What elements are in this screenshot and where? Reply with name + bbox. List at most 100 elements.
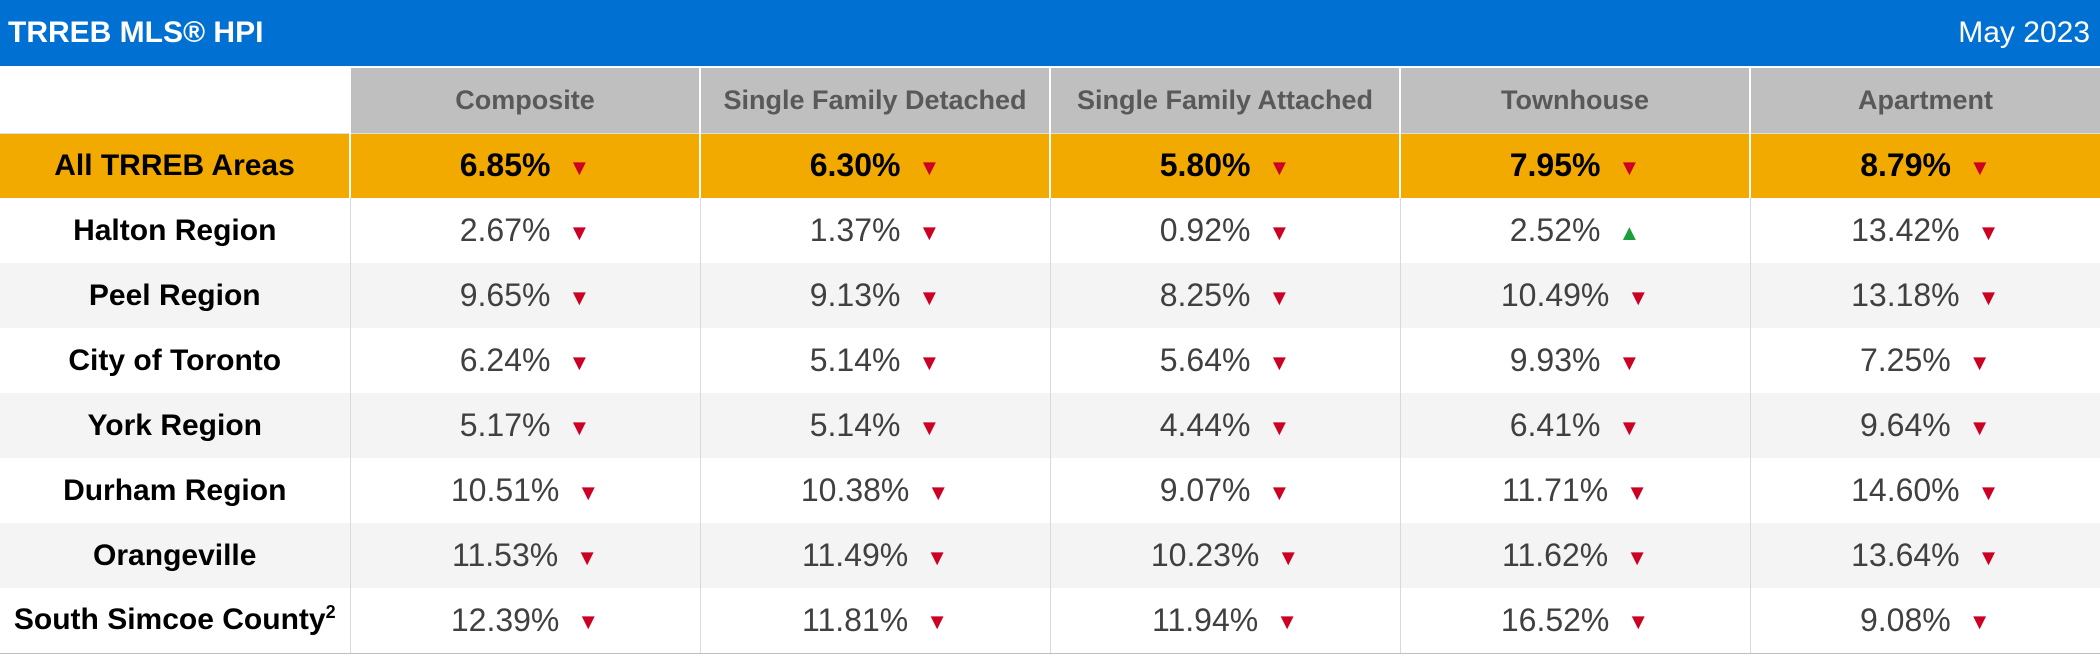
table-cell: 14.60% ▼ (1749, 458, 2100, 523)
cell-value: 6.41% (1509, 407, 1601, 443)
trend-down-icon: ▼ (577, 609, 600, 635)
trend-down-icon: ▼ (1268, 284, 1291, 310)
trend-down-icon: ▼ (1968, 349, 1991, 375)
cell-value: 9.13% (809, 277, 901, 313)
column-header-single-family-attached: Single Family Attached (1049, 68, 1400, 133)
summary-row: All TRREB Areas 6.85% ▼ 6.30% ▼ 5.80% ▼ 7.9… (0, 132, 2100, 198)
table-cell: 7.25% ▼ (1749, 328, 2100, 393)
table-cell: 5.64% ▼ (1049, 328, 1400, 393)
table-cell: 11.49% ▼ (699, 523, 1050, 588)
column-header-single-family-detached: Single Family Detached (699, 68, 1050, 133)
cell-value: 5.14% (809, 407, 901, 443)
trend-down-icon: ▼ (568, 154, 591, 180)
table-cell: 10.23% ▼ (1049, 523, 1400, 588)
trend-down-icon: ▼ (1268, 154, 1291, 180)
cell-value: 10.51% (450, 472, 560, 508)
cell-value: 13.42% (1851, 212, 1960, 248)
cell-value: 5.17% (459, 407, 551, 443)
cell-value: 13.64% (1851, 537, 1960, 573)
row-label-text: Halton Region (73, 213, 277, 247)
table-row: City of Toronto 6.24% ▼ 5.14% ▼ 5.64% ▼ 9.93% ▼ 7… (0, 328, 2100, 393)
footnote-marker: 2 (325, 602, 336, 623)
cell-value: 4.44% (1159, 407, 1251, 443)
table-cell: 9.08% ▼ (1749, 588, 2100, 654)
report-date: May 2023 (1958, 16, 2090, 49)
trend-down-icon: ▼ (1968, 609, 1991, 635)
trend-down-icon: ▼ (568, 349, 591, 375)
table-cell: 6.85% ▼ (349, 132, 700, 198)
cell-value: 10.23% (1150, 537, 1260, 573)
corner-cell (0, 68, 350, 133)
table-cell: 6.41% ▼ (1399, 393, 1750, 458)
table-cell: 6.30% ▼ (699, 132, 1050, 198)
cell-value: 11.53% (452, 537, 559, 573)
cell-value: 9.65% (459, 277, 551, 313)
cell-value: 0.92% (1159, 212, 1251, 248)
trend-down-icon: ▼ (576, 544, 598, 570)
trend-down-icon: ▼ (1276, 609, 1298, 635)
table-cell: 0.92% ▼ (1049, 198, 1400, 263)
cell-value: 9.64% (1859, 407, 1951, 443)
table-cell: 11.71% ▼ (1399, 458, 1750, 523)
trend-down-icon: ▼ (1977, 284, 2000, 310)
cell-value: 6.85% (459, 147, 551, 184)
table-cell: 11.94% ▼ (1049, 588, 1400, 654)
table-cell: 2.52% ▲ (1399, 198, 1750, 263)
table-cell: 5.14% ▼ (699, 393, 1050, 458)
table-cell: 1.37% ▼ (699, 198, 1050, 263)
table-cell: 5.17% ▼ (349, 393, 700, 458)
cell-value: 6.24% (459, 342, 551, 378)
cell-value: 5.64% (1159, 342, 1251, 378)
cell-value: 11.71% (1502, 472, 1609, 508)
trend-down-icon: ▼ (927, 479, 950, 505)
row-label: All TRREB Areas (0, 132, 350, 198)
trend-down-icon: ▼ (1968, 154, 1991, 180)
table-cell: 7.95% ▼ (1399, 132, 1750, 198)
trend-down-icon: ▼ (1277, 544, 1300, 570)
cell-value: 8.79% (1860, 147, 1951, 184)
row-label: Orangeville (0, 523, 350, 588)
cell-value: 11.81% (802, 601, 909, 638)
trend-down-icon: ▼ (1618, 349, 1641, 375)
table-row: South Simcoe County2 12.39% ▼ 11.81% ▼ 11.94%… (0, 588, 2100, 654)
trend-down-icon: ▼ (1618, 154, 1641, 180)
table-row: Halton Region 2.67% ▼ 1.37% ▼ 0.92% ▼ 2.52% ▲ 13.… (0, 198, 2100, 263)
table-cell: 13.42% ▼ (1749, 198, 2100, 263)
trend-down-icon: ▼ (1268, 219, 1291, 245)
column-header-apartment: Apartment (1749, 68, 2100, 133)
trend-down-icon: ▼ (1618, 414, 1641, 440)
cell-value: 2.52% (1509, 212, 1601, 248)
trend-down-icon: ▼ (1968, 414, 1991, 440)
page-title: TRREB MLS® HPI (8, 16, 264, 49)
column-header-composite: Composite (349, 68, 700, 133)
column-header-townhouse: Townhouse (1399, 68, 1750, 133)
cell-value: 14.60% (1851, 472, 1960, 508)
trend-down-icon: ▼ (1977, 544, 2000, 570)
trend-down-icon: ▼ (1977, 479, 2000, 505)
trend-down-icon: ▼ (577, 479, 600, 505)
trend-down-icon: ▼ (1627, 609, 1650, 635)
trend-down-icon: ▼ (918, 284, 941, 310)
table-cell: 12.39% ▼ (349, 588, 700, 654)
table-cell: 11.81% ▼ (699, 588, 1050, 654)
trend-down-icon: ▼ (918, 414, 941, 440)
trend-down-icon: ▼ (1627, 284, 1650, 310)
cell-value: 16.52% (1500, 601, 1610, 638)
table-cell: 2.67% ▼ (349, 198, 700, 263)
row-label: Durham Region (0, 458, 350, 523)
cell-value: 12.39% (450, 601, 560, 638)
title-bar: TRREB MLS® HPI May 2023 (0, 0, 2100, 68)
table-row: Orangeville 11.53% ▼ 11.49% ▼ 10.23% ▼ 11.62% ▼ 1… (0, 523, 2100, 588)
cell-value: 7.95% (1509, 147, 1601, 184)
row-label: Halton Region (0, 198, 350, 263)
trend-down-icon: ▼ (568, 414, 591, 440)
cell-value: 7.25% (1859, 342, 1951, 378)
trend-down-icon: ▼ (568, 284, 591, 310)
cell-value: 9.08% (1859, 601, 1951, 638)
table-cell: 10.51% ▼ (349, 458, 700, 523)
table-cell: 9.65% ▼ (349, 263, 700, 328)
row-label-text: South Simcoe County (13, 603, 326, 637)
trend-down-icon: ▼ (1268, 479, 1291, 505)
cell-value: 10.49% (1500, 277, 1610, 313)
table-row: York Region 5.17% ▼ 5.14% ▼ 4.44% ▼ 6.41% ▼ 9.64%… (0, 393, 2100, 458)
